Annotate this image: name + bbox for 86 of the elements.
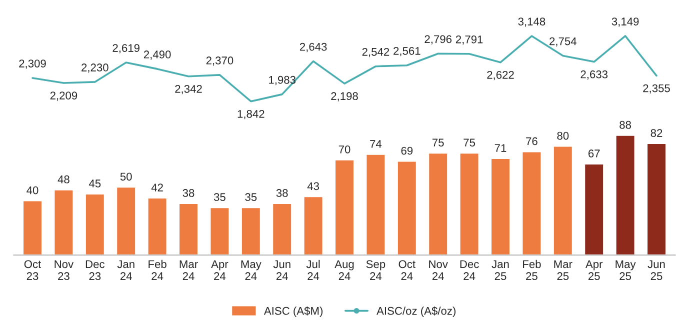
x-tick-label: Dec 24 [460, 260, 479, 280]
x-tick-label: Feb 24 [148, 260, 166, 280]
bar [84, 193, 106, 256]
data-label: 38 [276, 189, 288, 197]
x-tick-label: Jun 24 [273, 260, 290, 280]
bar [334, 158, 355, 256]
bar [521, 150, 542, 256]
data-label: 69 [401, 146, 413, 155]
bar [53, 188, 74, 256]
x-tick-label: Aug 24 [334, 260, 354, 280]
data-label: 75 [432, 138, 444, 147]
data-label: 2,198 [331, 92, 358, 102]
bar [22, 200, 43, 256]
data-label: 74 [370, 140, 382, 148]
data-label: 2,643 [300, 42, 327, 52]
data-label: 2,796 [424, 35, 452, 44]
x-tick-label: May 25 [616, 260, 636, 280]
data-label: 82 [650, 129, 662, 137]
data-label: 2,622 [487, 70, 514, 80]
x-tick-label: Jan 24 [117, 260, 134, 280]
bar [584, 163, 604, 256]
data-label: 76 [526, 137, 538, 146]
data-label: 45 [88, 180, 101, 188]
x-tick-label: Jan 25 [492, 260, 509, 280]
data-label: 40 [26, 186, 38, 194]
data-label: 48 [58, 175, 70, 184]
data-label: 50 [120, 172, 132, 181]
data-label: 80 [557, 132, 569, 140]
x-tick-label: Mar 24 [180, 260, 198, 280]
data-label: 3,148 [518, 18, 546, 27]
bar [240, 206, 262, 256]
bar [614, 134, 636, 256]
data-label: 2,633 [580, 70, 608, 80]
x-tick-label: Nov 24 [429, 260, 448, 280]
data-label: 35 [245, 193, 257, 202]
bar [396, 160, 418, 256]
bar [490, 158, 511, 256]
x-tick-label: Sep 24 [366, 260, 386, 280]
bar [146, 197, 168, 256]
x-tick-label: Oct 24 [398, 260, 416, 280]
bar [272, 202, 292, 256]
data-label: 2,309 [19, 60, 46, 69]
data-label: 2,230 [82, 64, 108, 73]
data-label: 70 [338, 145, 350, 154]
data-label: 38 [182, 189, 194, 197]
data-label: 75 [464, 138, 476, 147]
data-label: 35 [214, 193, 226, 202]
legend-label: AISC (A$M) [264, 306, 323, 317]
data-label: 42 [151, 184, 163, 192]
legend-label: AISC/oz (A$/oz) [376, 306, 456, 317]
data-label: 2,542 [362, 48, 390, 58]
bar [646, 142, 667, 256]
data-label: 2,561 [394, 46, 420, 56]
x-tick-label: Jul 24 [306, 260, 320, 280]
data-label: 2,791 [456, 35, 483, 45]
x-tick-label: Mar 25 [554, 260, 572, 280]
bar [365, 154, 386, 256]
data-label: 3,149 [612, 18, 639, 27]
data-label: 71 [494, 144, 506, 152]
data-label: 2,370 [206, 56, 234, 66]
bar [302, 196, 324, 256]
data-label: 2,490 [144, 50, 171, 60]
bar [116, 186, 136, 256]
x-tick-label: Oct 23 [24, 260, 42, 280]
bar [552, 145, 574, 256]
data-label: 1,842 [238, 110, 264, 120]
data-label: 2,619 [112, 44, 140, 54]
x-tick-label: Nov 23 [54, 260, 74, 280]
x-tick-label: Dec 23 [86, 260, 104, 280]
data-label: 88 [620, 120, 631, 129]
data-label: 2,754 [550, 37, 576, 47]
data-label: 67 [588, 150, 600, 158]
x-tick-label: Apr 25 [585, 260, 603, 280]
bar [178, 202, 199, 256]
data-label: 2,209 [50, 92, 78, 101]
x-tick-label: Jun 25 [648, 260, 665, 280]
data-label: 43 [307, 182, 319, 190]
x-tick-label: Feb 25 [523, 260, 541, 280]
bar [458, 152, 480, 256]
data-label: 2,342 [175, 84, 202, 94]
data-label: 2,355 [643, 84, 670, 94]
x-tick-label: May 24 [241, 260, 262, 280]
bar [428, 152, 448, 256]
data-label: 1,983 [269, 76, 296, 86]
x-tick-label: Apr 24 [211, 260, 228, 280]
bar [209, 206, 230, 256]
